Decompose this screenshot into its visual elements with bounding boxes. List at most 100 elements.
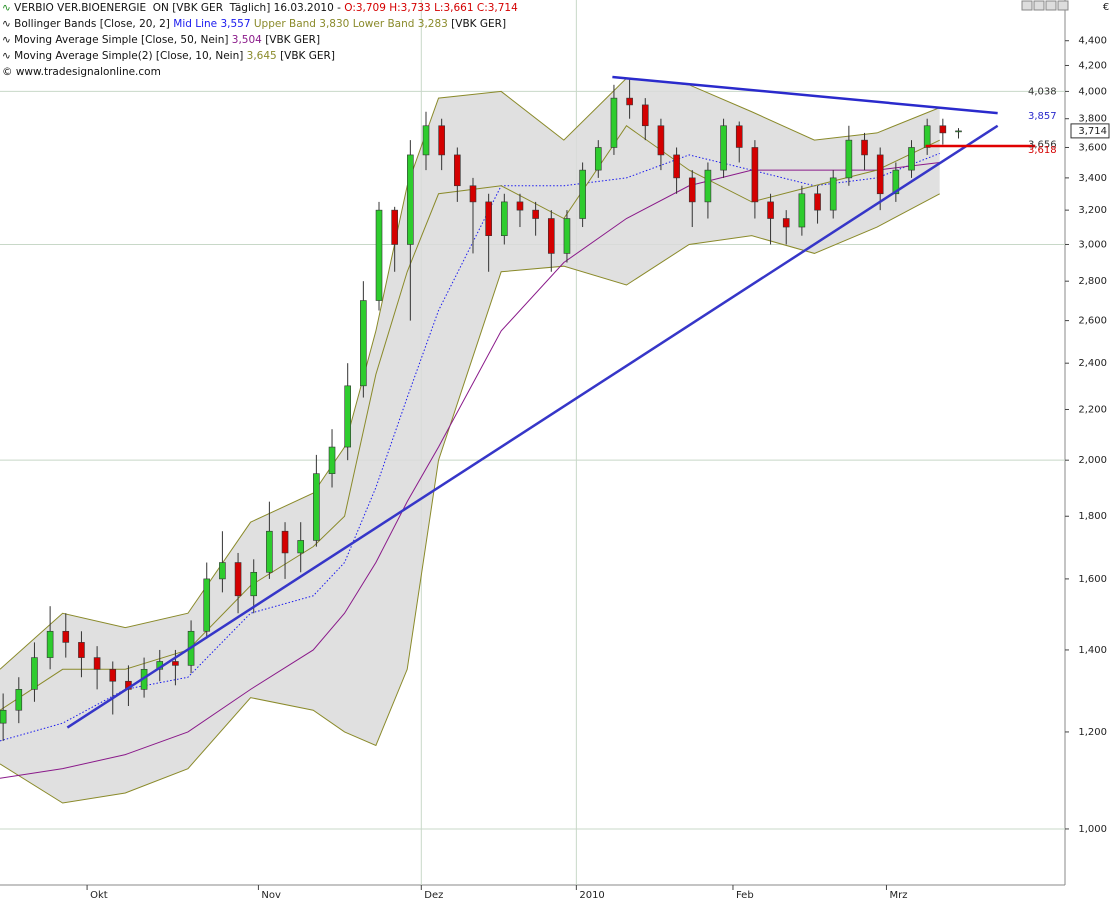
candle-body: [751, 147, 759, 203]
x-tick-label: 2010: [579, 890, 604, 900]
header-line: ∿ Moving Average Simple [Close, 50, Nein…: [2, 34, 321, 46]
indicator: Moving Average Simple(2) [Close, 10, Nei…: [14, 50, 244, 62]
x-tick-label: Feb: [736, 890, 754, 900]
price-axis: [1065, 0, 1118, 900]
candle-body: [391, 209, 398, 245]
y-tick-label: 1,400: [1078, 645, 1107, 656]
candle-body: [594, 147, 602, 171]
candle-body: [469, 185, 477, 203]
candle-body: [203, 578, 211, 632]
y-tick-label: 2,400: [1078, 358, 1107, 369]
candle-body: [516, 201, 524, 211]
y-tick-label: 1,800: [1078, 511, 1107, 522]
y-tick-label: 2,200: [1078, 404, 1107, 415]
candle-body: [908, 147, 915, 171]
y-tick-label: 3,400: [1078, 173, 1107, 184]
candle-body: [438, 125, 445, 156]
candle-body: [454, 154, 461, 187]
candle-body: [626, 97, 633, 106]
candle-body: [798, 193, 806, 228]
candle-body: [281, 530, 289, 554]
scroll-button[interactable]: [1033, 0, 1045, 11]
y-tick-label: 2,800: [1078, 276, 1107, 287]
candle-body: [313, 473, 320, 541]
candle-body: [814, 193, 821, 211]
x-tick-label: Mrz: [889, 890, 907, 900]
candle-body: [266, 530, 273, 573]
x-tick-label: Dez: [424, 890, 443, 900]
candle-body: [735, 125, 743, 148]
band-area: [0, 78, 940, 803]
value-label: 3,857: [1028, 111, 1057, 122]
indicator-value: 3,504: [228, 34, 262, 46]
candle-body: [532, 209, 539, 219]
indicator-value: 3,645: [243, 50, 277, 62]
candle-body: [641, 104, 649, 127]
indicator-value: Mid Line 3,557: [169, 18, 251, 30]
x-tick-label: Okt: [90, 890, 108, 900]
candle-body: [407, 154, 414, 245]
candle-body: [219, 562, 226, 580]
y-tick-label: 3,800: [1078, 114, 1107, 125]
scroll-button[interactable]: [1045, 0, 1057, 11]
candle-body: [782, 218, 790, 228]
candle-body: [93, 657, 101, 670]
candle-body: [923, 125, 931, 148]
candle-body: [485, 201, 492, 236]
website: www.tradesignalonline.com: [15, 66, 161, 78]
candle-body: [31, 657, 38, 690]
y-tick-label: 4,000: [1078, 86, 1107, 97]
candle-body: [15, 689, 23, 711]
candle-body: [673, 154, 680, 179]
candle-body: [892, 169, 900, 195]
header: ∿ VERBIO VER.BIOENERGIE ON [VBK GER Tägl…: [2, 0, 518, 80]
y-tick-label: 1,000: [1078, 824, 1107, 835]
value-label: 4,038: [1028, 86, 1057, 97]
candle-body: [657, 125, 665, 156]
candle-body: [876, 154, 884, 195]
indicator: Moving Average Simple [Close, 50, Nein]: [14, 34, 229, 46]
candle-body: [688, 177, 696, 203]
candle-body: [250, 571, 258, 597]
candle-body: [109, 668, 117, 682]
scroll-button[interactable]: [1057, 0, 1069, 11]
candle-body: [344, 385, 351, 448]
candle-body: [501, 201, 508, 236]
candle-body: [610, 97, 618, 148]
candle-body: [939, 125, 947, 134]
candle-body: [861, 139, 868, 156]
candle-body: [422, 125, 430, 156]
candle-body: [328, 446, 336, 474]
candle-body: [360, 300, 367, 387]
indicator: Bollinger Bands [Close, 20, 2]: [14, 18, 170, 30]
currency: €: [1103, 2, 1109, 13]
candle-body: [845, 139, 853, 179]
candle-body: [767, 201, 774, 219]
indicator-value: Upper Band 3,830 Lower Band 3,283: [250, 18, 448, 30]
y-tick-label: 3,600: [1078, 142, 1107, 153]
moving-average: [0, 152, 940, 742]
header-line: ∿ VERBIO VER.BIOENERGIE ON [VBK GER Tägl…: [2, 2, 518, 14]
candle-body: [172, 661, 179, 666]
candle-body: [955, 130, 962, 133]
candle-body: [563, 218, 571, 254]
candle-body: [720, 125, 727, 171]
last-price-label: 3,714: [1078, 126, 1107, 137]
indicator-tail: [VBK GER]: [276, 50, 335, 62]
x-tick-label: Nov: [261, 890, 281, 900]
header-line: © www.tradesignalonline.com: [2, 66, 161, 78]
candle-body: [579, 169, 586, 219]
indicator-tail: [VBK GER]: [261, 34, 321, 46]
candle-body: [0, 709, 7, 724]
moving-average: [0, 161, 940, 779]
candle-body: [375, 209, 383, 301]
band-line: [0, 193, 940, 804]
y-tick-label: 1,200: [1078, 727, 1107, 738]
scroll-button[interactable]: [1021, 0, 1033, 11]
last-price-box: [1070, 123, 1110, 139]
y-tick-label: 2,000: [1078, 455, 1107, 466]
trend-line: [66, 124, 999, 729]
candle-body: [46, 630, 54, 658]
